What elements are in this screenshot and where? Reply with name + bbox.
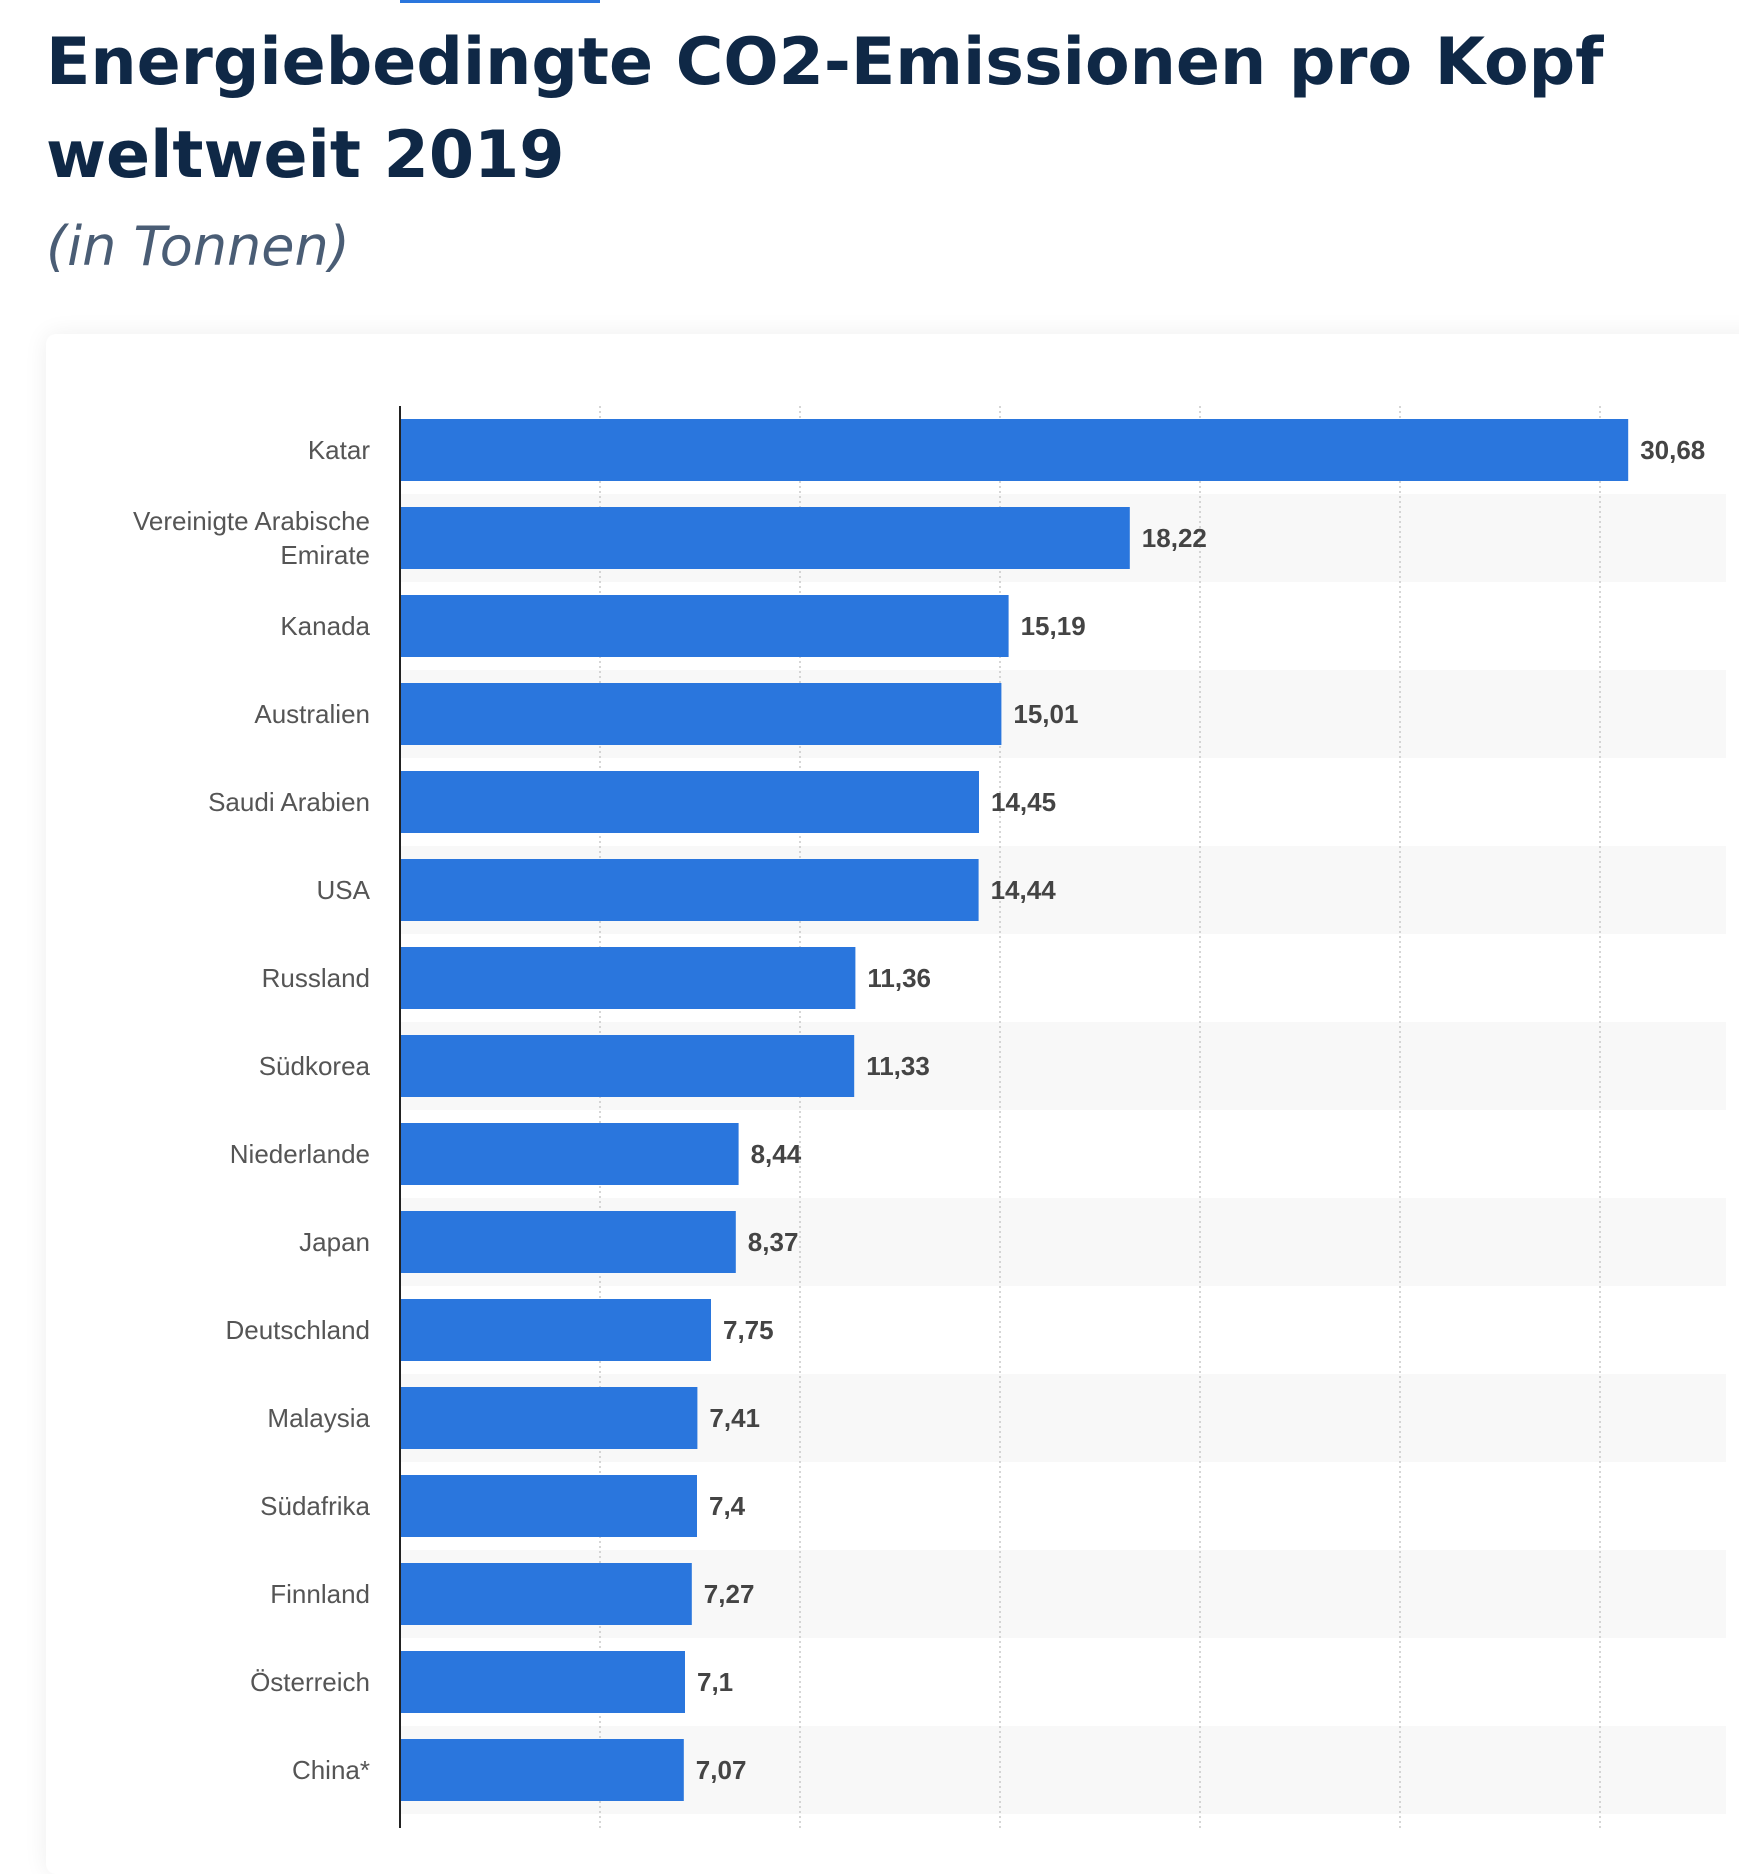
bar [401, 507, 1130, 569]
category-label: USA [317, 875, 371, 905]
bar [401, 595, 1009, 657]
bar [401, 1035, 855, 1097]
value-label: 18,22 [1142, 523, 1207, 553]
value-labels: 30,68 18,22 15,19 15,01 14,45 14,44 11,36 11,33… [696, 435, 1705, 1785]
bars [401, 419, 1629, 1801]
category-label: Saudi Arabien [208, 787, 370, 817]
category-label: Australien [254, 699, 370, 729]
bar [401, 1299, 711, 1361]
value-label: 7,27 [704, 1579, 755, 1609]
page-title: Energiebedingte CO2-Emissionen pro Kopf … [46, 25, 1604, 193]
value-label: 30,68 [1640, 435, 1705, 465]
value-label: 8,44 [751, 1139, 802, 1169]
value-label: 8,37 [748, 1227, 799, 1257]
bar [401, 419, 1629, 481]
category-labels: Katar Vereinigte Arabische Emirate Kanada Au… [133, 435, 371, 1785]
category-label: Vereinigte Arabische [133, 506, 370, 536]
category-label: Japan [299, 1227, 370, 1257]
bar [401, 683, 1002, 745]
value-label: 7,4 [709, 1491, 746, 1521]
bar [401, 1123, 739, 1185]
category-label: Südafrika [260, 1491, 370, 1521]
category-label: China* [292, 1755, 370, 1785]
bar-chart: Katar Vereinigte Arabische Emirate Kanada Au… [133, 406, 1726, 1828]
page-subtitle: (in Tonnen) [46, 215, 350, 278]
category-label: Finnland [270, 1579, 370, 1609]
category-label: Österreich [250, 1667, 370, 1697]
value-label: 15,19 [1021, 611, 1086, 641]
value-label: 14,45 [991, 787, 1056, 817]
bar [401, 771, 979, 833]
bar [401, 1387, 698, 1449]
bar [401, 859, 979, 921]
value-label: 11,33 [866, 1051, 930, 1081]
category-label: Malaysia [267, 1403, 370, 1433]
category-label: Katar [308, 435, 370, 465]
bar [401, 1651, 685, 1713]
value-label: 7,07 [696, 1755, 747, 1785]
bar [401, 1475, 697, 1537]
value-label: 7,41 [709, 1403, 760, 1433]
category-label: Südkorea [259, 1051, 371, 1081]
top-accent-bar [400, 0, 600, 3]
value-label: 14,44 [991, 875, 1057, 905]
value-label: 11,36 [867, 963, 931, 993]
value-label: 7,75 [723, 1315, 774, 1345]
category-label: Niederlande [230, 1139, 370, 1169]
bar [401, 1739, 684, 1801]
category-label: Russland [262, 963, 370, 993]
chart-card: Katar Vereinigte Arabische Emirate Kanada Au… [46, 334, 1739, 1874]
category-label: Deutschland [225, 1315, 370, 1345]
value-label: 15,01 [1013, 699, 1078, 729]
bar [401, 947, 856, 1009]
category-label: Kanada [280, 611, 370, 641]
bar [401, 1563, 692, 1625]
category-label: Emirate [280, 540, 370, 570]
bar [401, 1211, 736, 1273]
value-label: 7,1 [697, 1667, 733, 1697]
